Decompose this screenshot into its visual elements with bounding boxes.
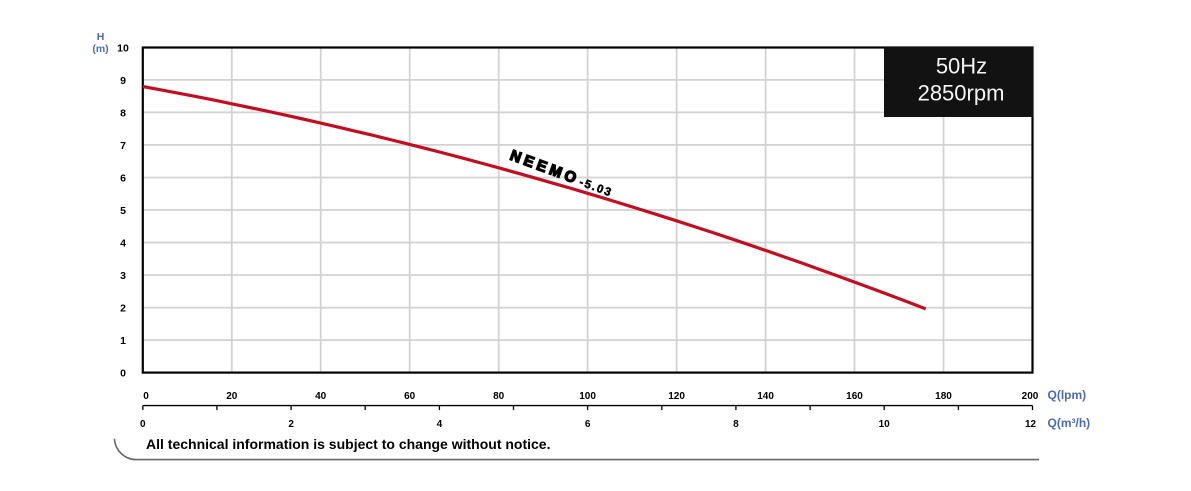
svg-text:40: 40 [315, 391, 327, 402]
svg-text:(m): (m) [92, 43, 108, 55]
svg-text:180: 180 [935, 391, 952, 402]
svg-text:80: 80 [493, 391, 505, 402]
svg-text:6: 6 [585, 419, 591, 430]
svg-text:7: 7 [120, 140, 126, 152]
svg-text:5: 5 [120, 205, 126, 217]
svg-text:Q(m³/h): Q(m³/h) [1048, 416, 1091, 430]
svg-text:10: 10 [117, 43, 129, 55]
svg-text:160: 160 [846, 391, 863, 402]
svg-text:2: 2 [120, 303, 126, 315]
svg-text:100: 100 [579, 391, 596, 402]
svg-text:1: 1 [120, 335, 126, 347]
svg-text:0: 0 [140, 419, 146, 430]
svg-text:8: 8 [120, 107, 126, 119]
svg-text:50Hz: 50Hz [936, 54, 987, 79]
svg-text:60: 60 [404, 391, 416, 402]
svg-text:200: 200 [1022, 391, 1039, 402]
svg-text:0: 0 [143, 391, 149, 402]
svg-text:8: 8 [733, 419, 739, 430]
svg-text:9: 9 [120, 75, 126, 87]
svg-text:12: 12 [1025, 419, 1037, 430]
svg-text:H: H [97, 31, 105, 43]
svg-text:10: 10 [879, 419, 891, 430]
svg-text:0: 0 [120, 368, 126, 380]
svg-text:All technical information is s: All technical information is subject to … [146, 436, 550, 452]
svg-text:2850rpm: 2850rpm [918, 81, 1005, 106]
svg-text:3: 3 [120, 270, 126, 282]
svg-text:4: 4 [437, 419, 443, 430]
svg-text:6: 6 [120, 173, 126, 185]
svg-text:120: 120 [668, 391, 685, 402]
svg-text:Q(lpm): Q(lpm) [1048, 388, 1087, 402]
svg-text:4: 4 [120, 238, 126, 250]
svg-text:20: 20 [226, 391, 238, 402]
svg-text:2: 2 [288, 419, 294, 430]
svg-text:140: 140 [757, 391, 774, 402]
